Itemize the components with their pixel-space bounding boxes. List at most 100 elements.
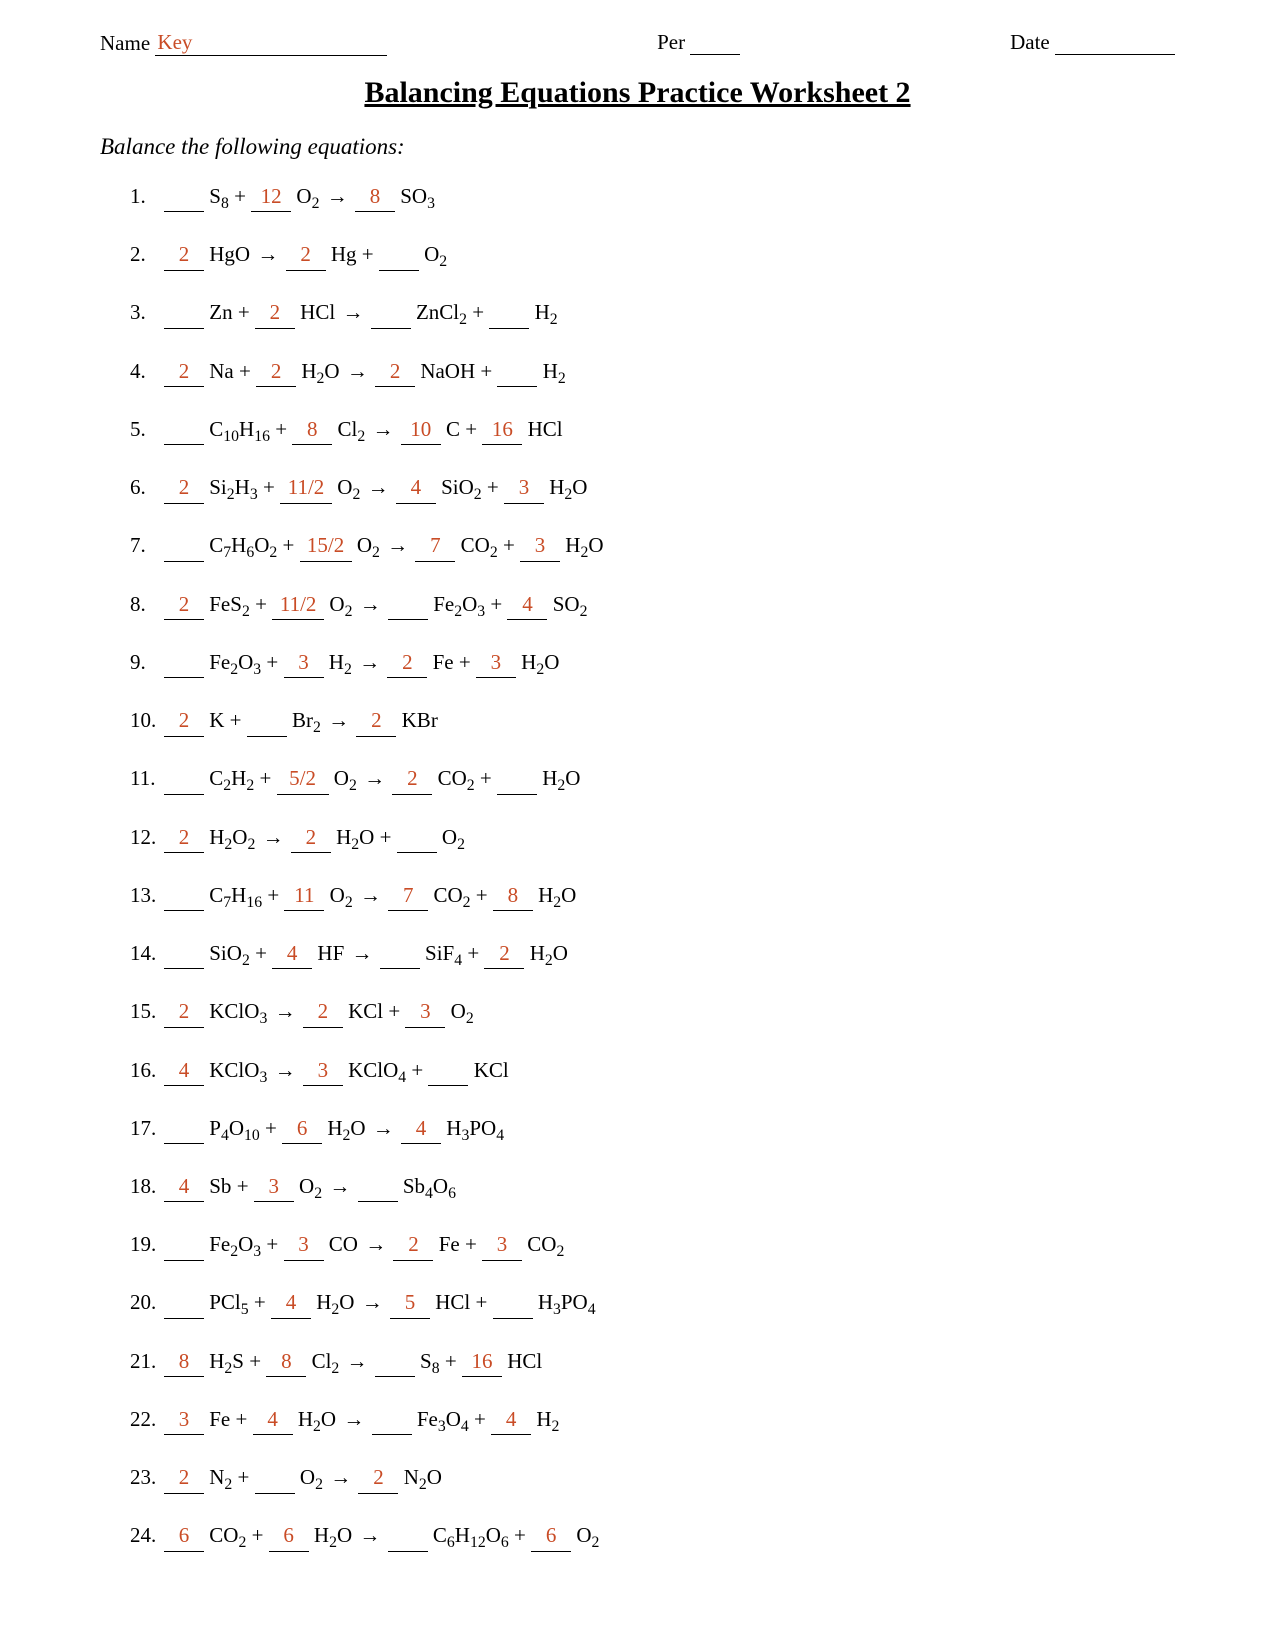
chemical-formula: HCl bbox=[300, 300, 335, 324]
coefficient-blank[interactable]: 3 bbox=[284, 648, 324, 678]
coefficient-blank[interactable]: __ bbox=[164, 415, 204, 445]
name-value[interactable]: Key bbox=[155, 30, 387, 56]
coefficient-blank[interactable]: 2 bbox=[291, 823, 331, 853]
coefficient-blank[interactable]: 7 bbox=[415, 531, 455, 561]
coefficient-blank[interactable]: 5 bbox=[390, 1288, 430, 1318]
coefficient-blank[interactable]: __ bbox=[164, 939, 204, 969]
coefficient-blank[interactable]: 2 bbox=[164, 997, 204, 1027]
coefficient-blank[interactable]: 3 bbox=[303, 1056, 343, 1086]
coefficient-blank[interactable]: 8 bbox=[493, 881, 533, 911]
coefficient-blank[interactable]: 4 bbox=[164, 1056, 204, 1086]
coefficient-blank[interactable]: 2 bbox=[164, 590, 204, 620]
coefficient-blank[interactable]: 11 bbox=[284, 881, 324, 911]
coefficient-blank[interactable]: 3 bbox=[254, 1172, 294, 1202]
coefficient-blank[interactable]: __ bbox=[380, 939, 420, 969]
coefficient-blank[interactable]: __ bbox=[428, 1056, 468, 1086]
coefficient-blank[interactable]: 8 bbox=[164, 1347, 204, 1377]
coefficient-blank[interactable]: __ bbox=[371, 298, 411, 328]
coefficient-blank[interactable]: 2 bbox=[164, 706, 204, 736]
coefficient-blank[interactable]: __ bbox=[164, 531, 204, 561]
coefficient-blank[interactable]: __ bbox=[164, 1288, 204, 1318]
coefficient-blank[interactable]: 3 bbox=[284, 1230, 324, 1260]
coefficient-blank[interactable]: 4 bbox=[401, 1114, 441, 1144]
coefficient-blank[interactable]: __ bbox=[372, 1405, 412, 1435]
coefficient-blank[interactable]: 4 bbox=[164, 1172, 204, 1202]
coefficient-blank[interactable]: 2 bbox=[286, 240, 326, 270]
coefficient-blank[interactable]: 4 bbox=[396, 473, 436, 503]
coefficient-blank[interactable]: 2 bbox=[375, 357, 415, 387]
coefficient-blank[interactable]: __ bbox=[164, 1114, 204, 1144]
coefficient-blank[interactable]: 16 bbox=[482, 415, 522, 445]
coefficient-blank[interactable]: 2 bbox=[256, 357, 296, 387]
coefficient-blank[interactable]: 4 bbox=[491, 1405, 531, 1435]
coefficient-blank[interactable]: 12 bbox=[251, 182, 291, 212]
coefficient-blank[interactable]: __ bbox=[164, 182, 204, 212]
coefficient-blank[interactable]: 3 bbox=[520, 531, 560, 561]
coefficient-blank[interactable]: 15/2 bbox=[300, 531, 352, 561]
coefficient-blank[interactable]: 2 bbox=[164, 823, 204, 853]
coefficient-blank[interactable]: __ bbox=[388, 590, 428, 620]
coefficient-blank[interactable]: 6 bbox=[531, 1521, 571, 1551]
chemical-formula: C10H16 bbox=[209, 417, 270, 441]
coefficient-blank[interactable]: 4 bbox=[507, 590, 547, 620]
coefficient-blank[interactable]: __ bbox=[164, 1230, 204, 1260]
coefficient-blank[interactable]: __ bbox=[358, 1172, 398, 1202]
coefficient-blank[interactable]: __ bbox=[247, 706, 287, 736]
date-value[interactable] bbox=[1055, 54, 1175, 55]
coefficient-blank[interactable]: 6 bbox=[269, 1521, 309, 1551]
coefficient-blank[interactable]: 2 bbox=[393, 1230, 433, 1260]
arrow-icon: → bbox=[327, 1174, 352, 1198]
instructions: Balance the following equations: bbox=[100, 134, 1175, 160]
coefficient-blank[interactable]: 2 bbox=[392, 764, 432, 794]
coefficient-blank[interactable]: 3 bbox=[405, 997, 445, 1027]
coefficient-blank[interactable]: __ bbox=[489, 298, 529, 328]
coefficient-blank[interactable]: __ bbox=[164, 648, 204, 678]
coefficient-blank[interactable]: __ bbox=[497, 764, 537, 794]
coefficient-blank[interactable]: 6 bbox=[164, 1521, 204, 1551]
coefficient-blank[interactable]: 3 bbox=[482, 1230, 522, 1260]
coefficient-blank[interactable]: 2 bbox=[484, 939, 524, 969]
coefficient-blank[interactable]: __ bbox=[493, 1288, 533, 1318]
coefficient-blank[interactable]: 11/2 bbox=[272, 590, 324, 620]
coefficient-blank[interactable]: 2 bbox=[387, 648, 427, 678]
coefficient-blank[interactable]: 2 bbox=[358, 1463, 398, 1493]
coefficient-blank[interactable]: __ bbox=[497, 357, 537, 387]
coefficient-blank[interactable]: 8 bbox=[292, 415, 332, 445]
coefficient-blank[interactable]: 11/2 bbox=[280, 473, 332, 503]
coefficient-blank[interactable]: __ bbox=[388, 1521, 428, 1551]
coefficient-blank[interactable]: 8 bbox=[266, 1347, 306, 1377]
coefficient-blank[interactable]: 4 bbox=[271, 1288, 311, 1318]
coefficient-blank[interactable]: 2 bbox=[164, 473, 204, 503]
coefficient-blank[interactable]: 2 bbox=[164, 357, 204, 387]
chemical-formula: Sb bbox=[209, 1174, 231, 1198]
chemical-formula: H2S bbox=[209, 1349, 244, 1373]
chemical-formula: H3PO4 bbox=[446, 1116, 504, 1140]
chemical-formula: H2O bbox=[316, 1290, 354, 1314]
coefficient-blank[interactable]: 10 bbox=[401, 415, 441, 445]
coefficient-blank[interactable]: 2 bbox=[164, 240, 204, 270]
coefficient-blank[interactable]: __ bbox=[164, 764, 204, 794]
coefficient-blank[interactable]: __ bbox=[397, 823, 437, 853]
coefficient-blank[interactable]: 7 bbox=[388, 881, 428, 911]
coefficient-blank[interactable]: __ bbox=[164, 881, 204, 911]
coefficient-blank[interactable]: 2 bbox=[303, 997, 343, 1027]
coefficient-blank[interactable]: 16 bbox=[462, 1347, 502, 1377]
coefficient-blank[interactable]: 3 bbox=[164, 1405, 204, 1435]
coefficient-blank[interactable]: __ bbox=[164, 298, 204, 328]
coefficient-blank[interactable]: 3 bbox=[476, 648, 516, 678]
coefficient-blank[interactable]: 4 bbox=[253, 1405, 293, 1435]
coefficient-blank[interactable]: 5/2 bbox=[277, 764, 329, 794]
coefficient-blank[interactable]: __ bbox=[379, 240, 419, 270]
coefficient-blank[interactable]: 2 bbox=[255, 298, 295, 328]
per-value[interactable] bbox=[690, 54, 740, 55]
chemical-formula: O2 bbox=[300, 1465, 323, 1489]
coefficient-blank[interactable]: 2 bbox=[164, 1463, 204, 1493]
arrow-icon: → bbox=[345, 359, 370, 383]
coefficient-blank[interactable]: __ bbox=[255, 1463, 295, 1493]
coefficient-blank[interactable]: 4 bbox=[272, 939, 312, 969]
coefficient-blank[interactable]: 8 bbox=[355, 182, 395, 212]
coefficient-blank[interactable]: __ bbox=[375, 1347, 415, 1377]
coefficient-blank[interactable]: 3 bbox=[504, 473, 544, 503]
coefficient-blank[interactable]: 6 bbox=[282, 1114, 322, 1144]
coefficient-blank[interactable]: 2 bbox=[356, 706, 396, 736]
